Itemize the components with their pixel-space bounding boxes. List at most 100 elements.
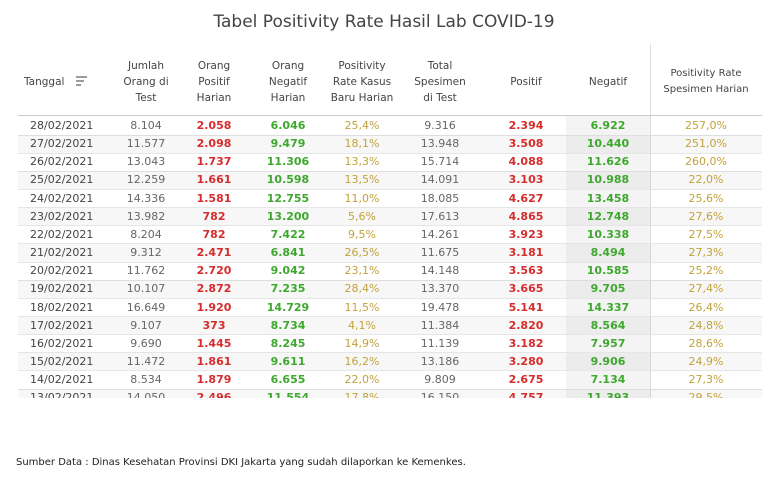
table-cell: 6.655 — [270, 373, 306, 387]
table-cell: 782 — [202, 227, 226, 241]
table-cell: 2.394 — [508, 119, 544, 132]
table-cell: 2.720 — [196, 264, 232, 278]
table-cell: 9.316 — [424, 119, 456, 132]
header-bottom — [18, 115, 762, 116]
table-cell: 22,0% — [688, 173, 724, 187]
row-line — [18, 316, 762, 317]
table-cell: 8.534 — [130, 373, 162, 387]
table-cell: 19/02/2021 — [30, 282, 94, 296]
table-cell: 10.440 — [586, 137, 630, 151]
table-cell: 27,3% — [688, 246, 724, 260]
table-cell: 2.058 — [196, 119, 232, 132]
table-cell: 24,9% — [688, 354, 724, 368]
table-cell: 3.923 — [508, 227, 544, 241]
table-cell: 12.755 — [266, 191, 310, 205]
table-cell: 13.370 — [420, 282, 460, 296]
table-cell: 11,0% — [344, 191, 380, 205]
row-line — [18, 225, 762, 227]
table-cell: 8.245 — [270, 336, 306, 350]
table-cell: 9.690 — [130, 336, 162, 350]
column-header: Positivity Rate Spesimen Harian — [663, 68, 749, 95]
table-cell: 10.585 — [586, 264, 630, 278]
source-note: Sumber Data : Dinas Kesehatan Provinsi D… — [16, 457, 466, 468]
table-cell: 11.675 — [420, 246, 460, 260]
row-line — [18, 279, 762, 281]
table-cell: 13/02/2021 — [30, 391, 94, 398]
table-cell: 27,6% — [688, 209, 724, 223]
table-cell: 4.865 — [508, 209, 544, 223]
table-cell: 2.098 — [196, 137, 232, 151]
table-cell: 9.479 — [270, 137, 306, 151]
table-cell: 9.906 — [590, 354, 626, 368]
table-cell: 13,5% — [344, 173, 380, 187]
table-cell: 11.626 — [586, 155, 630, 169]
table-cell: 28,6% — [688, 336, 724, 350]
table-cell: 2.872 — [196, 282, 232, 296]
table-cell: 25,2% — [688, 264, 724, 278]
table: Tanggal Jumlah Orang di Test Orang Positif… — [18, 44, 762, 398]
table-cell: 20/02/2021 — [30, 264, 94, 278]
table-cell: 14.148 — [420, 264, 460, 278]
table-cell: 19.478 — [420, 300, 460, 314]
table-cell: 14.729 — [266, 300, 310, 314]
table-cell: 7.422 — [270, 227, 306, 241]
table-cell: 1.445 — [196, 336, 232, 350]
table-cell: 27,4% — [688, 282, 724, 296]
table-cell: 11.139 — [420, 336, 460, 350]
table-cell: 2.820 — [508, 318, 544, 332]
table-cell: 3.280 — [508, 354, 544, 368]
table-cell: 11.554 — [266, 391, 310, 398]
table-cell: 12.259 — [126, 173, 166, 187]
table-cell: 26,5% — [344, 246, 380, 260]
table-cell: 13,3% — [344, 155, 380, 169]
table-cell: 260,0% — [685, 155, 727, 169]
table-cell: 26,4% — [688, 300, 724, 314]
table-cell: 6.046 — [270, 119, 306, 132]
table-cell: 14.091 — [420, 173, 460, 187]
column-header: Orang Positif Harian — [196, 60, 232, 104]
table-cell: 11.577 — [126, 137, 166, 151]
table-cell: 27/02/2021 — [30, 137, 94, 151]
table-cell: 14.336 — [126, 191, 166, 205]
table-cell: 17/02/2021 — [30, 318, 94, 332]
table-cell: 2.471 — [196, 246, 232, 260]
column-header: Jumlah Orang di Test — [123, 60, 169, 104]
table-cell: 4.088 — [508, 155, 544, 169]
table-cell: 16/02/2021 — [30, 336, 94, 350]
table-cell: 10.338 — [586, 227, 630, 241]
row-line — [18, 261, 762, 263]
table-cell: 14.050 — [126, 391, 166, 398]
table-cell: 15.714 — [420, 155, 460, 169]
table-cell: 5,6% — [348, 209, 376, 223]
table-cell: 8.494 — [590, 246, 626, 260]
table-cell: 3.182 — [508, 336, 544, 350]
table-cell: 23/02/2021 — [30, 209, 94, 223]
table-cell: 8.204 — [130, 227, 162, 241]
table-cell: 9.107 — [130, 318, 162, 332]
table-cell: 9.809 — [424, 373, 456, 387]
table-cell: 9.705 — [590, 282, 626, 296]
table-cell: 28,4% — [344, 282, 380, 296]
row-line — [18, 134, 762, 136]
table-cell: 1.879 — [196, 373, 232, 387]
header-divider — [650, 44, 651, 398]
table-cell: 15/02/2021 — [30, 354, 94, 368]
table-cell: 14.337 — [586, 300, 630, 314]
table-cell: 16.649 — [126, 300, 166, 314]
table-cell: 1.581 — [196, 191, 232, 205]
table-cell: 257,0% — [685, 119, 727, 132]
row-line — [18, 297, 762, 299]
table-cell: 12.748 — [586, 209, 630, 223]
table-cell: 5.141 — [508, 300, 544, 314]
table-cell: 13.043 — [126, 155, 166, 169]
table-cell: 6.841 — [270, 246, 306, 260]
table-cell: 782 — [202, 209, 226, 223]
row-line — [18, 388, 762, 390]
table-cell: 17.613 — [420, 209, 460, 223]
table-cell: 24/02/2021 — [30, 191, 94, 205]
title: Tabel Positivity Rate Hasil Lab COVID-19 — [213, 12, 555, 32]
table-cell: 23,1% — [344, 264, 380, 278]
table-cell: 21/02/2021 — [30, 246, 94, 260]
table-cell: 22,0% — [344, 373, 380, 387]
table-cell: 16,2% — [344, 354, 380, 368]
